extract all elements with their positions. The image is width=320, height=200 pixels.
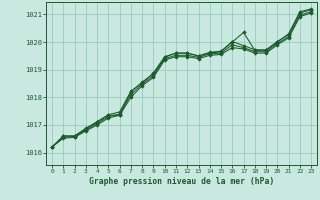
X-axis label: Graphe pression niveau de la mer (hPa): Graphe pression niveau de la mer (hPa) [89, 177, 274, 186]
